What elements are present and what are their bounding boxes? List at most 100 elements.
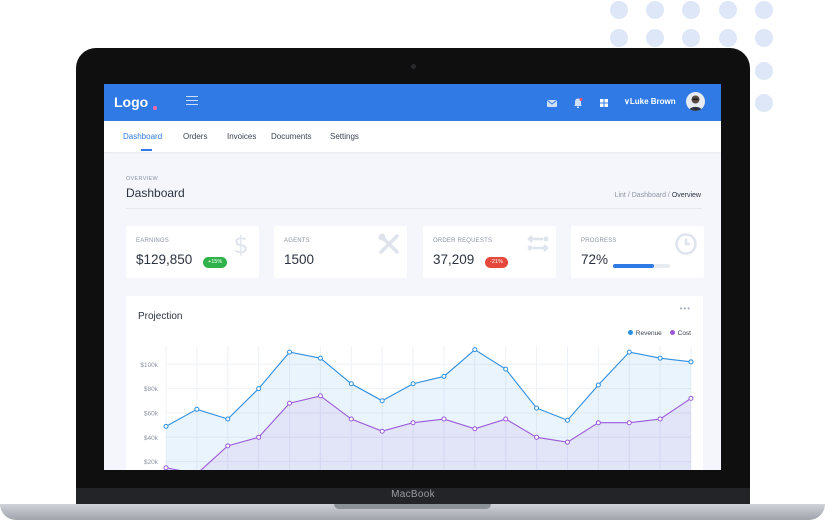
data-point-revenue xyxy=(410,381,416,387)
header-divider xyxy=(126,208,702,209)
data-point-revenue xyxy=(503,366,509,372)
decorative-dots xyxy=(606,0,806,120)
user-menu[interactable]: ∨Luke Brown xyxy=(624,97,676,106)
agents-card: AGENTS 1500 xyxy=(274,226,407,278)
data-point-cost xyxy=(503,416,509,422)
series-line-cost xyxy=(165,395,692,470)
data-point-cost xyxy=(225,443,231,449)
order-requests-card: ORDER REQUESTS 37,209 -21% xyxy=(423,226,556,278)
agents-value: 1500 xyxy=(284,252,315,267)
data-point-cost xyxy=(410,420,416,426)
breadcrumb: Lint / Dashboard / Overview xyxy=(614,192,701,199)
progress-value: 72% xyxy=(581,252,609,267)
data-point-cost xyxy=(472,426,478,432)
tools-icon xyxy=(377,232,401,256)
data-point-revenue xyxy=(348,381,354,387)
progress-bar xyxy=(613,264,670,268)
data-point-cost xyxy=(626,420,632,426)
more-icon[interactable]: ••• xyxy=(679,304,691,313)
projection-chart: $100k $80k $60k $40k $20k xyxy=(140,346,694,470)
y-tick-label: $40k xyxy=(144,435,159,442)
breadcrumb-lint[interactable]: Lint xyxy=(614,192,626,199)
tab-invoices[interactable]: Invoices xyxy=(227,132,257,141)
data-point-revenue xyxy=(441,373,447,379)
data-point-revenue xyxy=(287,349,293,355)
data-point-cost xyxy=(564,439,570,445)
progress-bar-fill xyxy=(613,264,655,268)
data-point-cost xyxy=(595,420,601,426)
data-point-cost xyxy=(348,416,354,422)
y-tick-label: $20k xyxy=(144,459,159,466)
svg-text:$: $ xyxy=(233,232,248,256)
grid-icon[interactable] xyxy=(598,96,610,108)
nav-bar: Dashboard Orders Invoices Documents Sett… xyxy=(104,121,721,152)
data-point-revenue xyxy=(379,398,385,404)
top-bar: Logo ∨Luke Brown xyxy=(104,84,721,121)
avatar[interactable] xyxy=(686,92,705,111)
chart-title: Projection xyxy=(138,311,183,322)
data-point-revenue xyxy=(534,405,540,411)
data-point-cost xyxy=(657,416,663,422)
breadcrumb-overview: Overview xyxy=(671,192,701,199)
data-point-cost xyxy=(256,434,262,440)
data-point-cost xyxy=(534,434,540,440)
data-point-revenue xyxy=(564,417,570,423)
projection-chart-card: Projection ••• Revenue Cost $100k $80k $60… xyxy=(126,296,703,470)
data-point-revenue xyxy=(595,382,601,388)
data-point-cost xyxy=(163,465,169,470)
laptop-brand: MacBook xyxy=(391,489,435,500)
menu-icon[interactable] xyxy=(186,96,198,106)
page-overline: OVERVIEW xyxy=(126,176,158,182)
mail-icon[interactable] xyxy=(546,96,558,108)
data-point-revenue xyxy=(225,416,231,422)
bell-icon[interactable] xyxy=(572,96,584,108)
order-requests-value: 37,209 xyxy=(433,252,475,267)
series-area-revenue xyxy=(166,349,691,470)
data-point-cost xyxy=(688,395,694,401)
legend-revenue: Revenue xyxy=(635,330,662,337)
data-point-revenue xyxy=(317,355,323,361)
data-point-revenue xyxy=(163,423,169,429)
data-point-cost xyxy=(287,400,293,406)
breadcrumb-dashboard[interactable]: Dashboard xyxy=(631,192,666,199)
series-line-revenue xyxy=(165,348,692,427)
y-tick-label: $80k xyxy=(144,386,159,393)
agents-label: AGENTS xyxy=(284,238,310,244)
legend-swatch-cost xyxy=(669,330,675,335)
tab-dashboard[interactable]: Dashboard xyxy=(123,132,163,141)
laptop-chin xyxy=(76,488,750,506)
data-point-revenue xyxy=(194,406,200,412)
laptop-base xyxy=(0,504,825,520)
data-point-cost xyxy=(441,416,447,422)
transfer-icon xyxy=(526,232,550,256)
series-area-cost xyxy=(166,395,691,470)
earnings-label: EARNINGS xyxy=(136,238,169,244)
dollar-icon: $ xyxy=(229,231,253,259)
active-tab-indicator xyxy=(141,149,152,151)
tab-settings[interactable]: Settings xyxy=(330,132,359,141)
legend-cost: Cost xyxy=(677,330,691,337)
earnings-card: EARNINGS $129,850 +15% $ xyxy=(126,226,259,278)
camera xyxy=(411,64,416,69)
logo-dot xyxy=(153,106,157,110)
logo[interactable]: Logo xyxy=(114,94,149,110)
data-point-revenue xyxy=(657,355,663,361)
y-tick-label: $100k xyxy=(140,362,158,369)
earnings-badge: +15% xyxy=(203,257,228,268)
progress-label: PROGRESS xyxy=(581,238,617,244)
data-point-revenue xyxy=(256,386,262,392)
legend-swatch-revenue xyxy=(627,330,633,335)
laptop-notch xyxy=(334,504,491,509)
earnings-value: $129,850 xyxy=(136,252,193,267)
tab-orders[interactable]: Orders xyxy=(183,132,208,141)
clock-icon xyxy=(674,232,698,256)
order-requests-label: ORDER REQUESTS xyxy=(433,238,493,244)
chart-legend: Revenue Cost xyxy=(622,330,691,337)
data-point-cost xyxy=(379,428,385,434)
tab-documents[interactable]: Documents xyxy=(271,132,312,141)
y-tick-label: $60k xyxy=(144,410,159,417)
data-point-revenue xyxy=(472,347,478,353)
page-title: Dashboard xyxy=(126,186,185,200)
data-point-revenue xyxy=(688,359,694,365)
order-requests-badge: -21% xyxy=(485,257,508,268)
